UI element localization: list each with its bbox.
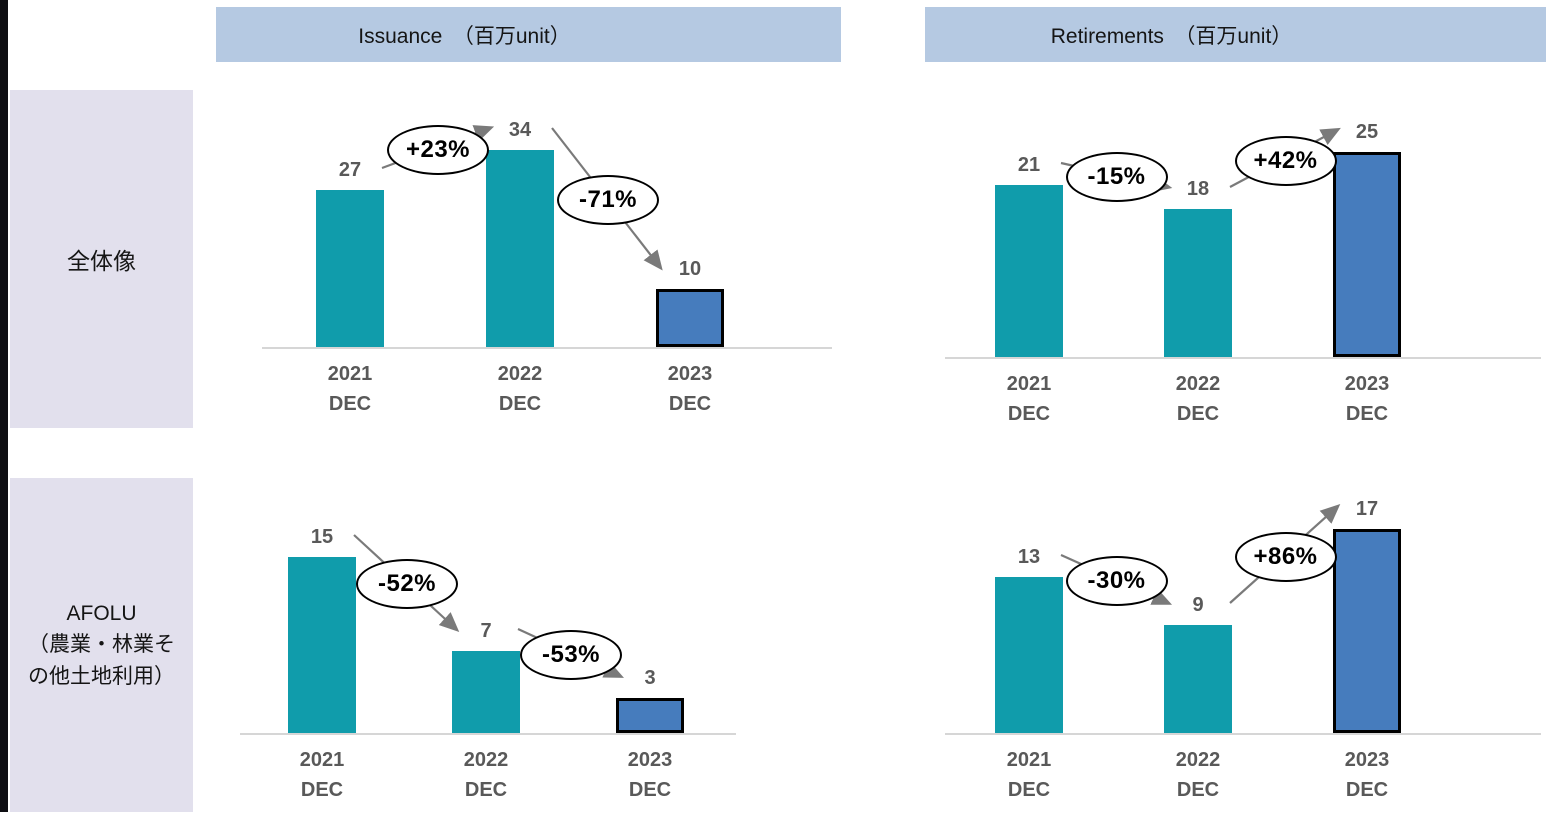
row-header-overall: 全体像 <box>10 90 193 428</box>
bar-2021 <box>316 190 384 347</box>
tick-month-2021: DEC <box>300 779 344 801</box>
tick-month-2022: DEC <box>1176 779 1220 801</box>
bar-2023 <box>1333 529 1401 733</box>
value-label-2021: 13 <box>1017 546 1041 568</box>
tick-year-2023: 2023 <box>1344 373 1390 395</box>
tick-month-2022: DEC <box>498 393 542 415</box>
column-header-retirements: Retirements （百万unit） <box>925 7 1546 62</box>
tick-year-2021: 2021 <box>1006 373 1052 395</box>
tick-month-2021: DEC <box>1007 779 1051 801</box>
value-label-2023: 17 <box>1355 498 1379 520</box>
tick-month-2021: DEC <box>1007 403 1051 425</box>
bar-2023 <box>616 698 684 733</box>
tick-month-2023: DEC <box>1345 403 1389 425</box>
percent-change-badge: -30% <box>1065 556 1168 606</box>
percent-change-badge: -52% <box>356 559 458 609</box>
percent-change-badge: -15% <box>1065 152 1168 202</box>
value-label-2023: 3 <box>644 667 656 689</box>
chart-retirements-afolu: 13 2021 DEC 9 2022 DEC 17 2023 DEC -30% +86% <box>945 480 1541 810</box>
x-axis-line <box>262 347 832 349</box>
value-label-2022: 7 <box>480 620 492 642</box>
chart-issuance-overall: 27 2021 DEC 34 2022 DEC 10 2023 DEC +23% -71% <box>262 94 832 424</box>
tick-year-2022: 2022 <box>497 363 543 385</box>
x-axis-line <box>945 357 1541 359</box>
tick-month-2022: DEC <box>1176 403 1220 425</box>
value-label-2022: 18 <box>1186 178 1210 200</box>
tick-year-2023: 2023 <box>627 749 673 771</box>
bar-2021 <box>995 185 1063 357</box>
percent-change-badge: +23% <box>387 125 489 175</box>
value-label-2021: 15 <box>310 526 334 548</box>
value-label-2021: 21 <box>1017 154 1041 176</box>
tick-year-2021: 2021 <box>1006 749 1052 771</box>
bar-2021 <box>288 557 356 733</box>
bar-2023 <box>656 289 724 347</box>
tick-year-2021: 2021 <box>327 363 373 385</box>
value-label-2021: 27 <box>338 159 362 181</box>
percent-change-badge: +42% <box>1234 135 1337 186</box>
tick-year-2023: 2023 <box>667 363 713 385</box>
bar-2021 <box>995 577 1063 733</box>
x-axis-line <box>240 733 736 735</box>
tick-month-2022: DEC <box>464 779 508 801</box>
value-label-2022: 34 <box>508 119 532 141</box>
chart-retirements-overall: 21 2021 DEC 18 2022 DEC 25 2023 DEC -15% +42% <box>945 104 1541 434</box>
bar-2022 <box>1164 625 1232 733</box>
chart-issuance-afolu: 15 2021 DEC 7 2022 DEC 3 2023 DEC -52% -53% <box>240 480 736 810</box>
tick-year-2023: 2023 <box>1344 749 1390 771</box>
tick-year-2022: 2022 <box>1175 373 1221 395</box>
value-label-2022: 9 <box>1192 594 1204 616</box>
tick-month-2023: DEC <box>668 393 712 415</box>
tick-year-2021: 2021 <box>299 749 345 771</box>
value-label-2023: 25 <box>1355 121 1379 143</box>
row-header-afolu: AFOLU （農業・林業そ の他土地利用） <box>10 478 193 812</box>
percent-change-badge: -71% <box>557 174 659 225</box>
bar-2022 <box>452 651 520 733</box>
percent-change-badge: -53% <box>520 629 622 680</box>
bar-2022 <box>486 150 554 347</box>
value-label-2023: 10 <box>678 258 702 280</box>
tick-month-2023: DEC <box>1345 779 1389 801</box>
column-header-issuance: Issuance （百万unit） <box>216 7 841 62</box>
tick-month-2021: DEC <box>328 393 372 415</box>
bar-2023 <box>1333 152 1401 357</box>
tick-month-2023: DEC <box>628 779 672 801</box>
tick-year-2022: 2022 <box>463 749 509 771</box>
left-edge-strip <box>0 0 8 812</box>
x-axis-line <box>945 733 1541 735</box>
tick-year-2022: 2022 <box>1175 749 1221 771</box>
bar-2022 <box>1164 209 1232 357</box>
percent-change-badge: +86% <box>1234 532 1337 582</box>
